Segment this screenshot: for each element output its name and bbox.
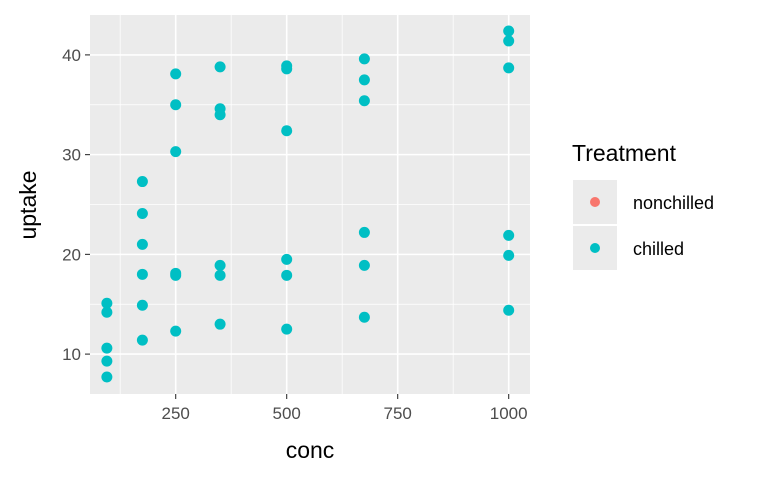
y-axis-title: uptake [15,170,41,239]
data-point [503,62,515,74]
data-point [101,371,113,383]
x-axis-ticks: 250 500 750 1000 [162,394,528,423]
data-point [214,318,226,330]
data-point [281,323,293,335]
data-point [101,342,113,354]
minor-gridlines [90,15,530,394]
data-point [503,249,515,261]
data-point [214,61,226,73]
x-axis-title: conc [286,437,335,463]
x-tick-label: 250 [162,404,190,423]
data-point [170,269,182,281]
data-point [136,334,148,346]
data-point [281,63,293,75]
data-point [101,297,113,309]
y-tick-label: 20 [62,245,81,264]
y-axis-ticks: 10 20 30 40 [62,46,90,364]
data-point [358,74,370,86]
data-point [214,269,226,281]
data-point [503,25,515,37]
data-point [170,146,182,158]
data-point [503,35,515,47]
data-point [136,207,148,219]
data-point [136,238,148,250]
data-point [170,68,182,80]
data-point [281,125,293,137]
x-tick-label: 1000 [490,404,528,423]
data-point [214,109,226,121]
legend-label-chilled: chilled [633,239,684,259]
data-points [101,25,515,383]
data-point [136,299,148,311]
legend-dot-nonchilled [590,197,600,207]
data-point [358,53,370,65]
data-point [358,259,370,271]
data-point [101,306,113,318]
legend-dot-chilled [590,243,600,253]
y-tick-label: 40 [62,46,81,65]
data-point [281,269,293,281]
data-point [358,226,370,238]
y-tick-label: 10 [62,345,81,364]
data-point [136,268,148,280]
data-point [358,311,370,323]
data-point [281,253,293,265]
data-point [170,325,182,337]
data-point [170,99,182,111]
x-tick-label: 750 [384,404,412,423]
legend-label-nonchilled: nonchilled [633,193,714,213]
y-tick-label: 30 [62,146,81,165]
data-point [136,176,148,188]
data-point [101,355,113,367]
data-point [503,304,515,316]
legend-title: Treatment [572,140,677,166]
data-point [214,259,226,271]
data-point [358,95,370,107]
legend: Treatment nonchilled chilled [572,140,714,270]
data-point [503,229,515,241]
x-tick-label: 500 [273,404,301,423]
